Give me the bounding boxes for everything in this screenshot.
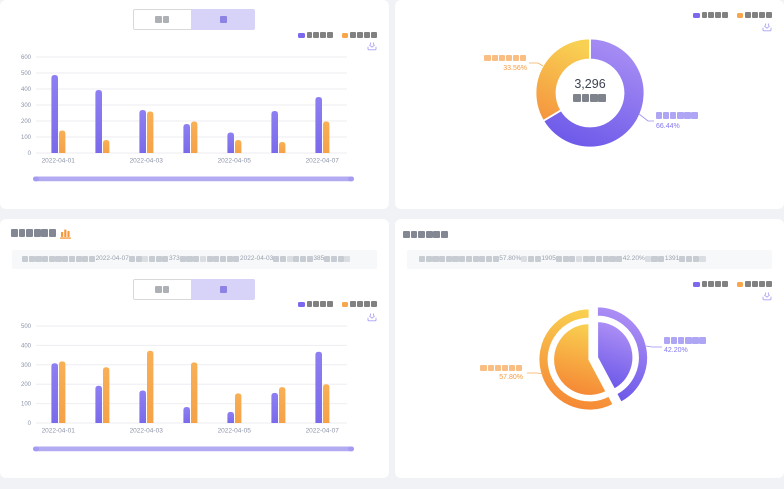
svg-text:2022-04-01: 2022-04-01 [42, 428, 76, 435]
svg-text:0: 0 [28, 421, 32, 427]
svg-text:2022-04-07: 2022-04-07 [306, 428, 340, 435]
svg-text:300: 300 [21, 103, 32, 109]
svg-text:2022-04-03: 2022-04-03 [130, 428, 164, 435]
svg-text:500: 500 [21, 324, 32, 330]
svg-text:2022-04-07: 2022-04-07 [306, 158, 340, 165]
svg-text:100: 100 [21, 402, 32, 408]
svg-text:200: 200 [21, 119, 32, 125]
svg-text:2022-04-01: 2022-04-01 [42, 158, 76, 165]
svg-text:2022-04-05: 2022-04-05 [218, 428, 252, 435]
svg-text:400: 400 [21, 87, 32, 93]
svg-text:0: 0 [28, 151, 32, 157]
svg-text:600: 600 [21, 55, 32, 61]
svg-text:400: 400 [21, 343, 32, 349]
svg-text:100: 100 [21, 135, 32, 141]
svg-text:2022-04-05: 2022-04-05 [218, 158, 252, 165]
svg-text:200: 200 [21, 382, 32, 388]
svg-text:2022-04-03: 2022-04-03 [130, 158, 164, 165]
svg-text:500: 500 [21, 71, 32, 77]
svg-text:300: 300 [21, 363, 32, 369]
